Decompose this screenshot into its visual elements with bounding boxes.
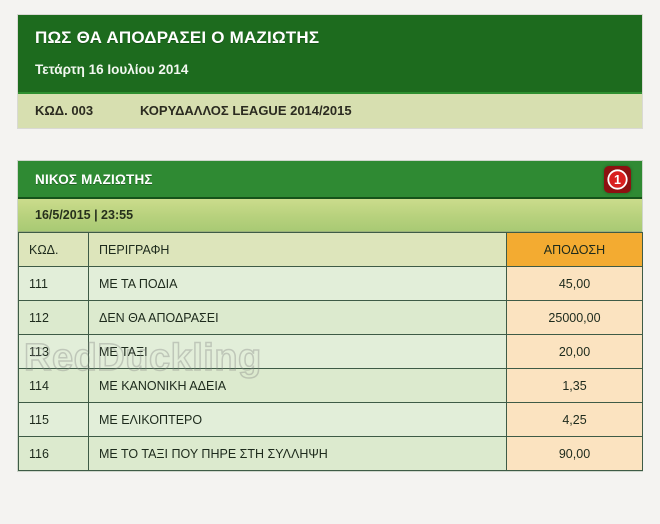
row-description: ΔΕΝ ΘΑ ΑΠΟΔΡΑΣΕΙ: [88, 300, 507, 335]
row-description: ΜΕ ΕΛΙΚΟΠΤΕΡΟ: [88, 402, 507, 437]
row-odds[interactable]: 45,00: [506, 266, 643, 301]
odds-table: ΚΩΔ. ΠΕΡΙΓΡΑΦΗ ΑΠΟΔΟΣΗ 111 ΜΕ ΤΑ ΠΟΔΙΑ 4…: [18, 232, 643, 471]
row-odds[interactable]: 20,00: [506, 334, 643, 369]
row-code: 116: [18, 436, 89, 471]
row-odds[interactable]: 90,00: [506, 436, 643, 471]
table-row[interactable]: 112 ΔΕΝ ΘΑ ΑΠΟΔΡΑΣΕΙ 25000,00: [18, 300, 643, 335]
live-count-badge-icon[interactable]: 1: [604, 165, 631, 193]
svg-text:1: 1: [614, 173, 621, 187]
row-description: ΜΕ ΚΑΝΟΝΙΚΗ ΑΔΕΙΑ: [88, 368, 507, 403]
row-odds[interactable]: 1,35: [506, 368, 643, 403]
row-description: ΜΕ ΤΟ ΤΑΞΙ ΠΟΥ ΠΗΡΕ ΣΤΗ ΣΥΛΛΗΨΗ: [88, 436, 507, 471]
row-odds[interactable]: 4,25: [506, 402, 643, 437]
event-code: ΚΩΔ. 003: [35, 103, 94, 118]
row-description: ΜΕ ΤΑΞΙ: [88, 334, 507, 369]
market-panel: ΝΙΚΟΣ ΜΑΖΙΩΤΗΣ 1 16/5/2015 | 23:55 ΚΩΔ. …: [17, 160, 643, 472]
column-header-description: ΠΕΡΙΓΡΑΦΗ: [88, 232, 507, 267]
event-code-bar: ΚΩΔ. 003 ΚΟΡΥΔΑΛΛΟΣ LEAGUE 2014/2015: [18, 92, 642, 128]
market-timestamp: 16/5/2015 | 23:55: [35, 208, 134, 222]
row-description: ΜΕ ΤΑ ΠΟΔΙΑ: [88, 266, 507, 301]
column-header-odds: ΑΠΟΔΟΣΗ: [506, 232, 643, 267]
row-odds[interactable]: 25000,00: [506, 300, 643, 335]
event-league-name: ΚΟΡΥΔΑΛΛΟΣ LEAGUE 2014/2015: [140, 103, 352, 118]
page-title: ΠΩΣ ΘΑ ΑΠΟΔΡΑΣΕΙ Ο ΜΑΖΙΩΤΗΣ: [35, 28, 320, 47]
event-header: ΠΩΣ ΘΑ ΑΠΟΔΡΑΣΕΙ Ο ΜΑΖΙΩΤΗΣ Τετάρτη 16 Ι…: [18, 15, 642, 92]
table-row[interactable]: 115 ΜΕ ΕΛΙΚΟΠΤΕΡΟ 4,25: [18, 402, 643, 437]
row-code: 111: [18, 266, 89, 301]
event-panel: ΠΩΣ ΘΑ ΑΠΟΔΡΑΣΕΙ Ο ΜΑΖΙΩΤΗΣ Τετάρτη 16 Ι…: [17, 14, 643, 129]
event-date: Τετάρτη 16 Ιουλίου 2014: [35, 62, 189, 77]
market-name: ΝΙΚΟΣ ΜΑΖΙΩΤΗΣ: [35, 171, 153, 187]
row-code: 112: [18, 300, 89, 335]
table-row[interactable]: 111 ΜΕ ΤΑ ΠΟΔΙΑ 45,00: [18, 266, 643, 301]
row-code: 114: [18, 368, 89, 403]
row-code: 113: [18, 334, 89, 369]
market-time-bar: 16/5/2015 | 23:55: [18, 199, 642, 232]
column-header-code: ΚΩΔ.: [18, 232, 89, 267]
market-header: ΝΙΚΟΣ ΜΑΖΙΩΤΗΣ 1: [18, 161, 642, 199]
table-row[interactable]: 113 ΜΕ ΤΑΞΙ 20,00: [18, 334, 643, 369]
table-row[interactable]: 116 ΜΕ ΤΟ ΤΑΞΙ ΠΟΥ ΠΗΡΕ ΣΤΗ ΣΥΛΛΗΨΗ 90,0…: [18, 436, 643, 471]
table-row[interactable]: 114 ΜΕ ΚΑΝΟΝΙΚΗ ΑΔΕΙΑ 1,35: [18, 368, 643, 403]
row-code: 115: [18, 402, 89, 437]
table-header-row: ΚΩΔ. ΠΕΡΙΓΡΑΦΗ ΑΠΟΔΟΣΗ: [18, 232, 643, 267]
